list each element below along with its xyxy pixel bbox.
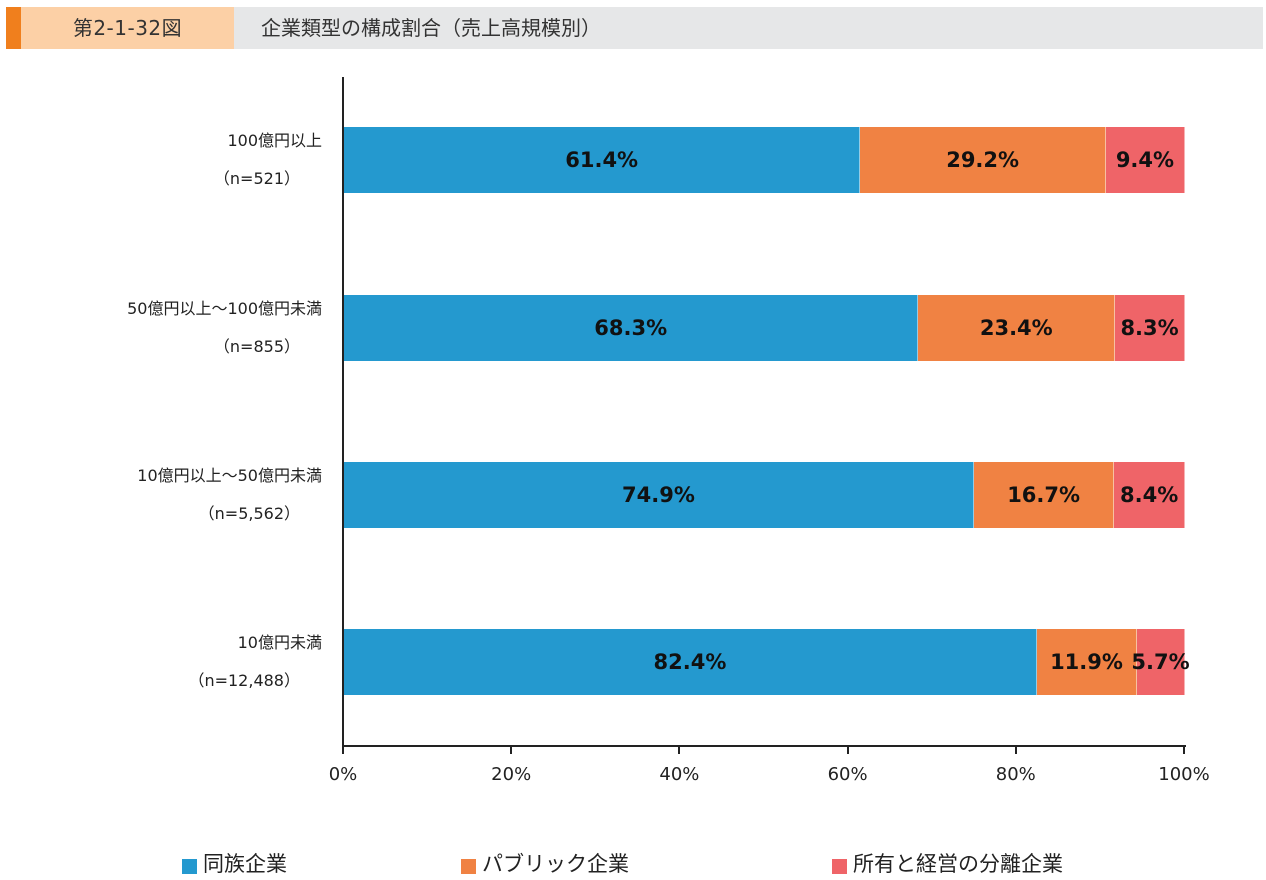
bar-segment: 61.4% [344, 127, 861, 193]
x-tick-mark [342, 746, 344, 754]
legend-label: 所有と経営の分離企業 [853, 852, 1063, 876]
segment-value-label: 68.3% [594, 316, 668, 340]
segment-value-label: 74.9% [622, 483, 695, 507]
category-sample-size: （n=5,562） [198, 504, 300, 523]
x-tick-mark [678, 746, 681, 754]
category-sample-size: （n=12,488） [188, 671, 300, 690]
legend-swatch-red-icon [832, 858, 847, 874]
category-name: 50億円以上～100億円未満 [127, 299, 322, 318]
legend-swatch-blue-icon [182, 858, 197, 874]
category-label: 100億円以上 （n=521） [2, 122, 322, 198]
segment-value-label: 8.4% [1120, 483, 1179, 507]
category-label: 10億円以上～50億円未満 （n=5,562） [2, 457, 322, 533]
bar-segment: 11.9% [1036, 629, 1138, 695]
segment-value-label: 11.9% [1050, 650, 1123, 674]
bar-segment: 29.2% [860, 127, 1106, 193]
legend: 同族企業 パブリック企業 所有と経営の分離企業 [0, 848, 1266, 880]
x-tick-mark [510, 746, 513, 754]
bar-segment: 8.4% [1114, 462, 1185, 528]
x-tick-label: 100% [1158, 764, 1210, 785]
x-tick-mark [846, 746, 849, 754]
bar-segment: 23.4% [918, 295, 1116, 361]
legend-item-family: 同族企業 [182, 848, 287, 878]
bar-segment: 5.7% [1131, 629, 1190, 695]
x-tick-label: 40% [659, 764, 700, 785]
bar-row: 68.3% 23.4% 8.3% [344, 295, 1185, 361]
figure-title: 企業類型の構成割合（売上高規模別） [261, 16, 601, 40]
segment-value-label: 9.4% [1115, 148, 1175, 172]
legend-label: パブリック企業 [482, 852, 629, 876]
legend-item-separated: 所有と経営の分離企業 [832, 848, 1063, 878]
segment-value-label: 16.7% [1007, 483, 1081, 507]
category-sample-size: （n=521） [213, 169, 300, 188]
segment-value-label: 23.4% [979, 316, 1053, 340]
bar-row: 61.4% 29.2% 9.4% [344, 127, 1185, 193]
bar-segment: 74.9% [344, 462, 974, 528]
segment-value-label: 61.4% [565, 148, 639, 172]
x-tick-mark [1183, 746, 1185, 754]
bar-row: 74.9% 16.7% 8.4% [344, 462, 1185, 528]
header-accent-strip [6, 7, 21, 49]
bar-segment: 9.4% [1105, 127, 1185, 193]
x-tick-label: 80% [995, 764, 1036, 785]
figure-number: 第2-1-32図 [21, 7, 234, 49]
segment-value-label: 8.3% [1120, 316, 1179, 340]
x-tick-mark [1014, 746, 1017, 754]
x-axis-line [342, 745, 1186, 747]
bar-segment: 16.7% [973, 462, 1115, 528]
legend-swatch-orange-icon [461, 858, 476, 874]
bar-segment: 8.3% [1115, 295, 1185, 361]
category-name: 100億円以上 [227, 131, 322, 150]
segment-value-label: 82.4% [653, 650, 727, 674]
bar-segment: 68.3% [344, 295, 919, 361]
y-axis-line [342, 77, 344, 747]
legend-label: 同族企業 [203, 852, 287, 876]
category-name: 10億円未満 [237, 633, 322, 652]
segment-value-label: 5.7% [1131, 650, 1190, 674]
bar-segment: 82.4% [344, 629, 1037, 695]
category-label: 50億円以上～100億円未満 （n=855） [2, 290, 322, 366]
category-label: 10億円未満 （n=12,488） [2, 624, 322, 700]
segment-value-label: 29.2% [946, 148, 1020, 172]
bar-row: 82.4% 11.9% 5.7% [344, 629, 1190, 695]
category-sample-size: （n=855） [213, 337, 300, 356]
x-tick-label: 20% [491, 764, 532, 785]
x-tick-label: 60% [827, 764, 868, 785]
category-name: 10億円以上～50億円未満 [137, 466, 322, 485]
figure-header: 第2-1-32図 企業類型の構成割合（売上高規模別） [6, 7, 1263, 49]
legend-item-public: パブリック企業 [461, 848, 629, 878]
x-tick-label: 0% [328, 764, 358, 785]
